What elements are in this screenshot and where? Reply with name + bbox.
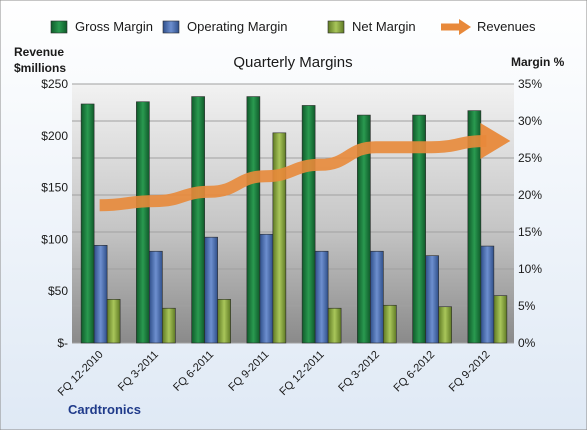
legend-swatch [327, 20, 345, 34]
left-tick-label: $200 [41, 129, 68, 143]
left-axis-title-line2: $millions [14, 61, 66, 75]
bar-net-margin [217, 299, 231, 344]
right-tick-label: 10% [518, 262, 542, 276]
legend: Gross Margin Operating Margin Net Margin Re… [50, 19, 536, 35]
right-tick-label: 25% [518, 151, 542, 165]
bar-net-margin [327, 307, 342, 344]
bar-gross-margin [80, 103, 95, 344]
bar-gross-margin [357, 114, 371, 344]
legend-label: Gross Margin [75, 19, 153, 34]
bar-net-margin [272, 132, 287, 344]
legend-label-revenues: Revenues [477, 19, 536, 34]
bar-operating-margin [480, 245, 495, 344]
legend-swatch [50, 20, 68, 34]
legend-label: Operating Margin [187, 19, 287, 34]
bar-operating-margin [204, 236, 218, 344]
bar-operating-margin [314, 250, 329, 344]
company-label: Cardtronics [68, 402, 141, 417]
right-tick-label: 20% [518, 188, 542, 202]
bar-gross-margin [246, 96, 261, 344]
right-tick-label: 30% [518, 114, 542, 128]
bar-net-margin [383, 304, 397, 344]
bar-net-margin [493, 295, 508, 344]
bar-net-margin [106, 299, 121, 344]
right-tick-label: 15% [518, 225, 542, 239]
bar-gross-margin [136, 101, 150, 344]
right-tick-label: 35% [518, 77, 542, 91]
bar-gross-margin [191, 96, 205, 344]
legend-swatch [162, 20, 180, 34]
bar-gross-margin [467, 110, 482, 344]
left-axis-title-line1: Revenue [14, 45, 64, 59]
bar-gross-margin [301, 105, 316, 344]
revenue-line [99, 122, 511, 212]
right-axis-ticks: 0% 5% 10% 15% 20% 25% 30% 35% [518, 77, 542, 350]
right-tick-label: 0% [518, 336, 536, 350]
left-tick-label: $250 [41, 77, 68, 91]
legend-swatch-arrow [459, 19, 471, 35]
left-tick-label: $150 [41, 181, 68, 195]
legend-label: Net Margin [352, 19, 416, 34]
revenue-arrowhead [480, 122, 511, 159]
bar-operating-margin [370, 250, 384, 344]
bar-operating-margin [425, 255, 439, 344]
bar-operating-margin [149, 250, 163, 344]
left-tick-label: $100 [41, 232, 68, 246]
left-axis-ticks: $- $50 $100 $150 $200 $250 [41, 77, 68, 350]
bar-net-margin [162, 307, 176, 344]
bar-net-margin [438, 306, 452, 344]
bar-gross-margin [412, 114, 426, 344]
right-tick-label: 5% [518, 299, 536, 313]
left-tick-label: $50 [48, 284, 68, 298]
right-axis-title: Margin % [511, 55, 565, 69]
revenue-line-path [99, 134, 487, 212]
bar-operating-margin [259, 233, 274, 344]
chart-title: Quarterly Margins [233, 54, 352, 71]
bar-operating-margin [93, 245, 108, 344]
left-tick-label: $- [57, 336, 68, 350]
